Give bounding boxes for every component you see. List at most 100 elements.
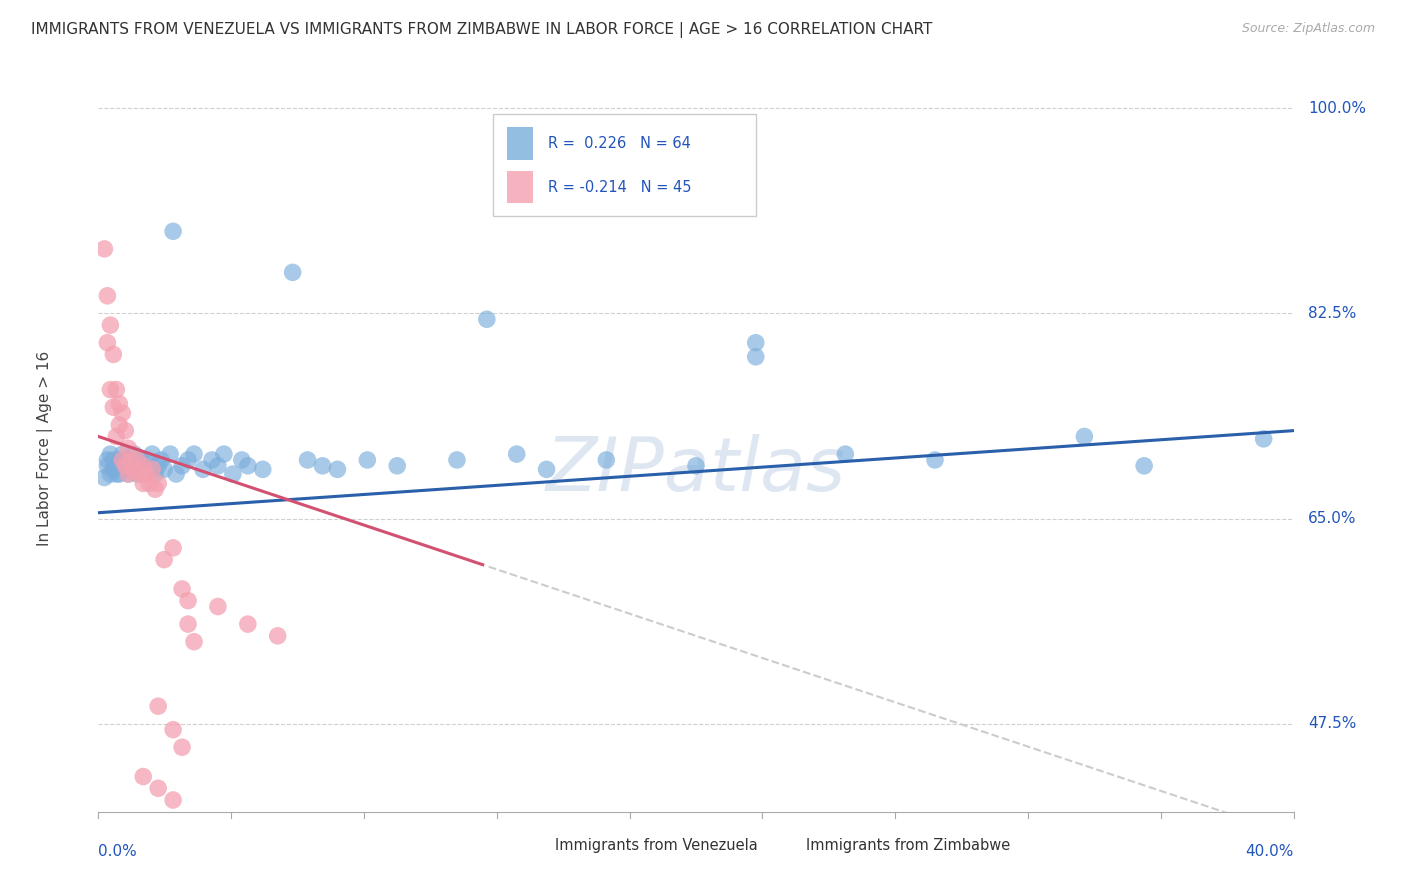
Point (103, 400, 125, 414)
Point (98, 383, 122, 397)
Point (98, 447, 122, 461)
Point (124, 465, 146, 479)
Point (111, 453, 134, 467)
Point (108, 397, 131, 411)
Point (98, 318, 122, 332)
Point (114, 458, 136, 473)
Point (236, 617, 259, 632)
Point (117, 458, 139, 473)
Point (153, 462, 176, 476)
Point (129, 467, 152, 481)
Text: Source: ZipAtlas.com: Source: ZipAtlas.com (1241, 22, 1375, 36)
Text: Immigrants from Venezuela: Immigrants from Venezuela (555, 838, 758, 853)
Point (745, 350, 768, 364)
Text: 0.0%: 0.0% (98, 845, 138, 859)
Text: 65.0%: 65.0% (1308, 511, 1357, 526)
Point (685, 458, 707, 473)
Point (124, 447, 146, 461)
Point (143, 467, 166, 481)
Point (138, 462, 160, 476)
Point (105, 429, 128, 443)
Point (297, 453, 319, 467)
Text: R = -0.214   N = 45: R = -0.214 N = 45 (548, 179, 692, 194)
Point (111, 458, 134, 473)
FancyBboxPatch shape (773, 831, 800, 859)
Point (98, 467, 122, 481)
Text: IMMIGRANTS FROM VENEZUELA VS IMMIGRANTS FROM ZIMBABWE IN LABOR FORCE | AGE > 16 : IMMIGRANTS FROM VENEZUELA VS IMMIGRANTS … (31, 22, 932, 38)
Point (96, 453, 118, 467)
Point (103, 462, 125, 476)
Point (132, 476, 155, 491)
Text: Immigrants from Zimbabwe: Immigrants from Zimbabwe (806, 838, 1010, 853)
Point (132, 458, 155, 473)
Point (114, 424, 136, 438)
Point (132, 770, 155, 784)
Point (148, 699, 170, 714)
FancyBboxPatch shape (508, 170, 533, 203)
Point (183, 634, 205, 648)
Point (446, 453, 468, 467)
Point (127, 453, 149, 467)
Point (114, 462, 136, 476)
Point (326, 462, 349, 476)
Point (236, 458, 259, 473)
Point (135, 453, 157, 467)
FancyBboxPatch shape (494, 114, 756, 216)
Point (177, 593, 200, 607)
Point (177, 617, 200, 632)
Point (108, 453, 131, 467)
Point (103, 453, 125, 467)
Point (105, 458, 128, 473)
Point (745, 335, 768, 350)
Point (114, 453, 136, 467)
Point (141, 462, 163, 476)
FancyBboxPatch shape (523, 831, 548, 859)
Point (356, 453, 378, 467)
Point (924, 453, 946, 467)
Point (595, 453, 617, 467)
Point (108, 467, 131, 481)
Point (96, 289, 118, 303)
Point (150, 453, 173, 467)
Point (165, 467, 187, 481)
Text: 100.0%: 100.0% (1308, 101, 1365, 116)
Point (148, 476, 170, 491)
Point (117, 467, 139, 481)
Point (475, 312, 498, 326)
Point (148, 458, 170, 473)
Text: 82.5%: 82.5% (1308, 306, 1357, 321)
Text: 40.0%: 40.0% (1246, 845, 1294, 859)
Point (143, 483, 166, 497)
Point (834, 447, 856, 461)
Point (385, 458, 409, 473)
Text: R =  0.226   N = 64: R = 0.226 N = 64 (548, 136, 690, 151)
Point (207, 599, 229, 614)
Point (183, 447, 205, 461)
Point (124, 462, 146, 476)
Point (172, 740, 194, 755)
Point (281, 265, 304, 279)
Point (201, 453, 224, 467)
Point (252, 462, 274, 476)
Point (159, 447, 181, 461)
Point (212, 447, 235, 461)
Point (93, 242, 115, 256)
Point (127, 467, 149, 481)
Point (135, 467, 157, 481)
Point (222, 467, 245, 481)
Point (506, 447, 529, 461)
Point (105, 467, 128, 481)
Point (103, 347, 125, 361)
Point (153, 552, 176, 566)
Point (1073, 429, 1095, 443)
Point (129, 453, 152, 467)
Point (267, 629, 290, 643)
Text: ZIPatlas: ZIPatlas (546, 434, 846, 506)
Point (191, 462, 214, 476)
Point (162, 723, 184, 737)
Point (108, 417, 131, 432)
FancyBboxPatch shape (508, 127, 533, 160)
Point (132, 467, 155, 481)
Text: 47.5%: 47.5% (1308, 716, 1357, 731)
Point (172, 582, 194, 596)
